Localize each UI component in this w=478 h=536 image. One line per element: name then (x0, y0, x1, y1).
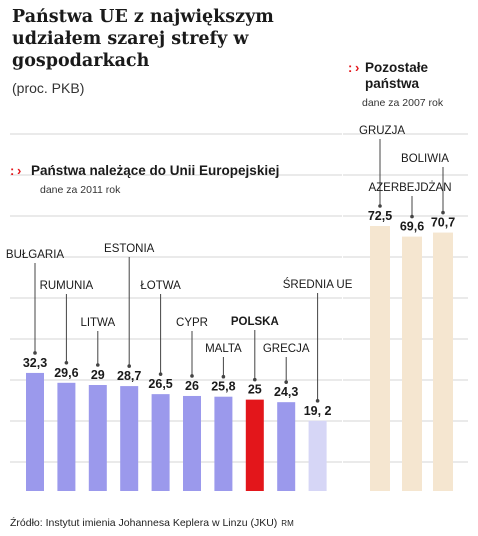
category-label-4: ŁOTWA (140, 280, 181, 292)
other-section-marker: : (348, 60, 352, 75)
other-value-label-2: 70,7 (431, 216, 455, 230)
other-category-label-0: GRUZJA (359, 125, 405, 137)
value-label-6: 25,8 (211, 380, 235, 394)
bar-0 (26, 372, 44, 491)
other-section-subtitle: dane za 2007 rok (362, 97, 444, 109)
other-section-title-line-1: Pozostałe (365, 60, 429, 75)
bars (26, 226, 453, 491)
eu-section-marker: : (10, 163, 14, 178)
unit-label: (proc. PKB) (12, 80, 85, 96)
category-label-7: POLSKA (231, 316, 279, 328)
value-label-2: 29 (91, 368, 105, 382)
leader-dot-4 (158, 372, 163, 376)
category-label-3: ESTONIA (104, 243, 155, 255)
other-bar-0 (370, 226, 390, 491)
eu-section-header: : › Państwa należące do Unii Europejskie… (10, 163, 279, 196)
value-label-9: 19, 2 (304, 404, 332, 418)
source-text: Źródło: Instytut imienia Johannesa Keple… (10, 517, 278, 529)
section-divider (342, 55, 343, 495)
bar-7 (245, 399, 264, 491)
other-bar-1 (402, 236, 422, 491)
category-label-0: BUŁGARIA (6, 249, 64, 261)
eu-section-subtitle: dane za 2011 rok (40, 184, 121, 196)
other-section-header: : › Pozostałe państwa dane za 2007 rok (348, 60, 444, 109)
other-value-label-1: 69,6 (400, 220, 424, 234)
category-label-9: ŚREDNIA UE (283, 278, 353, 291)
bar-9 (308, 420, 327, 491)
eu-section-title: Państwa należące do Unii Europejskiej (31, 163, 279, 178)
other-leader-dot-1 (410, 214, 414, 219)
value-label-8: 24,3 (274, 385, 298, 399)
source-note: Źródło: Instytut imienia Johannesa Keple… (10, 517, 294, 529)
bar-5 (183, 395, 201, 491)
leader-lines (33, 139, 445, 403)
leader-dot-9 (315, 399, 320, 403)
category-label-6: MALTA (205, 343, 242, 355)
bar-2 (88, 385, 107, 491)
bar-1 (57, 382, 76, 491)
other-section-arrow: › (355, 60, 359, 75)
leader-dot-2 (96, 363, 100, 367)
leader-dot-1 (64, 361, 69, 365)
value-label-1: 29,6 (54, 366, 78, 380)
bar-3 (120, 386, 139, 491)
other-category-label-2: BOLIWIA (401, 153, 449, 165)
leader-dot-6 (221, 374, 226, 379)
leader-dot-8 (284, 380, 289, 384)
value-label-3: 28,7 (117, 369, 141, 383)
other-category-label-1: AZERBEJDŻAN (368, 181, 451, 194)
other-value-label-0: 72,5 (368, 209, 392, 223)
category-label-2: LITWA (80, 317, 115, 329)
leader-dot-7 (253, 377, 257, 382)
value-label-4: 26,5 (148, 377, 172, 391)
labels: 32,3 BUŁGARIA 29,6 RUMUNIA 29 LITWA 28,7 ESTONI… (6, 125, 455, 418)
category-label-5: CYPR (176, 317, 208, 329)
gridlines (10, 133, 468, 463)
other-section-title-line-2: państwa (365, 76, 420, 91)
leader-dot-5 (190, 374, 194, 378)
bar-8 (277, 402, 296, 491)
other-leader-dot-2 (441, 210, 445, 215)
category-label-8: GRECJA (263, 343, 310, 355)
leader-dot-3 (127, 364, 131, 368)
source-mark: RM (281, 519, 294, 528)
value-label-7: 25 (248, 383, 262, 397)
bar-4 (151, 394, 170, 491)
value-label-0: 32,3 (23, 356, 47, 370)
eu-section-arrow: › (17, 163, 21, 178)
other-leader-dot-0 (378, 204, 382, 208)
value-label-5: 26 (185, 379, 199, 393)
chart-title: Państwa UE z największym udziałem szarej… (12, 7, 274, 71)
other-section-title: Pozostałe państwa (365, 60, 432, 91)
category-label-1: RUMUNIA (40, 280, 94, 292)
bar-6 (214, 396, 233, 491)
other-bar-2 (433, 232, 453, 491)
leader-dot-0 (33, 351, 37, 355)
